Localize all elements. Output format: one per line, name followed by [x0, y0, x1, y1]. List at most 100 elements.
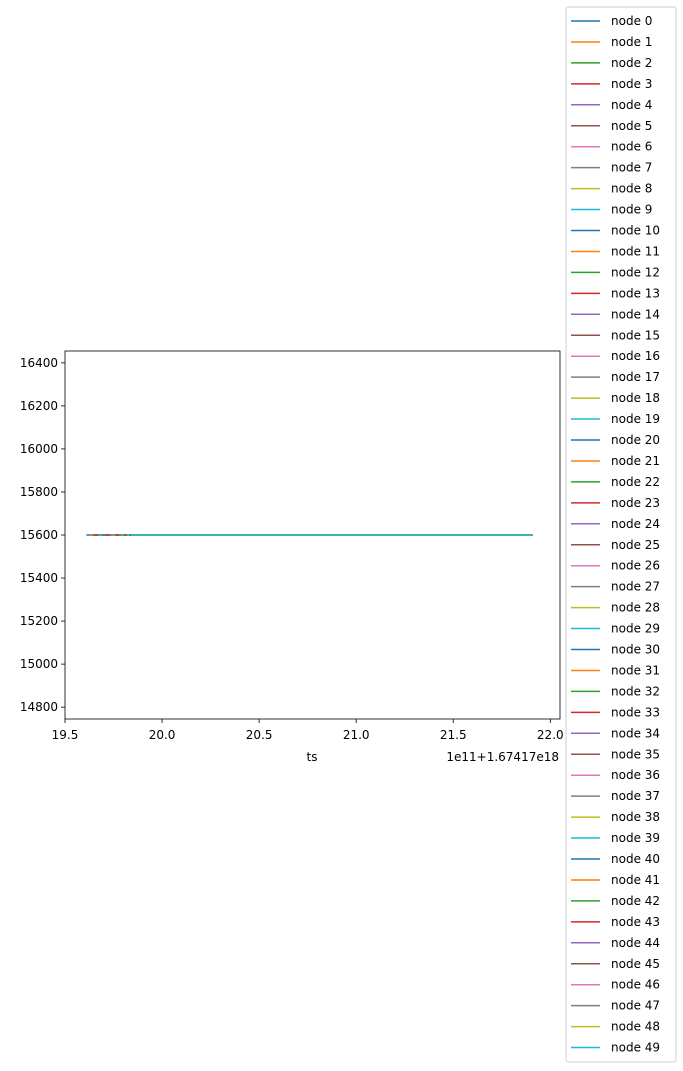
- x-tick-label: 19.5: [52, 728, 79, 742]
- legend-label: node 7: [611, 161, 652, 175]
- legend-item: node 23: [571, 496, 660, 510]
- y-tick-label: 16400: [20, 356, 58, 370]
- legend-item: node 29: [571, 622, 660, 636]
- legend-label: node 3: [611, 77, 652, 91]
- legend-label: node 20: [611, 433, 660, 447]
- legend-item: node 9: [571, 203, 652, 217]
- legend-label: node 19: [611, 412, 660, 426]
- legend-item: node 8: [571, 182, 652, 196]
- legend-label: node 34: [611, 726, 660, 740]
- legend-label: node 11: [611, 244, 660, 258]
- legend-label: node 9: [611, 203, 652, 217]
- legend-item: node 3: [571, 77, 652, 91]
- legend-item: node 5: [571, 119, 652, 133]
- legend-label: node 30: [611, 643, 660, 657]
- legend-item: node 7: [571, 161, 652, 175]
- legend-label: node 24: [611, 517, 660, 531]
- legend-label: node 18: [611, 391, 660, 405]
- legend-label: node 8: [611, 182, 652, 196]
- x-axis: 19.5 20.0 20.5 21.0 21.5 22.0: [52, 719, 564, 742]
- legend-label: node 47: [611, 999, 660, 1013]
- legend-item: node 43: [571, 915, 660, 929]
- legend-label: node 12: [611, 265, 660, 279]
- y-tick-label: 14800: [20, 700, 58, 714]
- y-tick-label: 16000: [20, 442, 58, 456]
- legend-item: node 45: [571, 957, 660, 971]
- legend-item: node 22: [571, 475, 660, 489]
- legend-item: node 47: [571, 999, 660, 1013]
- legend-label: node 1: [611, 35, 652, 49]
- legend-label: node 17: [611, 370, 660, 384]
- legend-label: node 41: [611, 873, 660, 887]
- x-tick-label: 21.5: [440, 728, 467, 742]
- legend-item: node 19: [571, 412, 660, 426]
- legend-label: node 6: [611, 140, 652, 154]
- legend-item: node 46: [571, 978, 660, 992]
- legend-item: node 20: [571, 433, 660, 447]
- legend-label: node 0: [611, 14, 652, 28]
- legend-label: node 26: [611, 559, 660, 573]
- legend-label: node 13: [611, 286, 660, 300]
- legend-label: node 35: [611, 747, 660, 761]
- x-tick-label: 20.5: [246, 728, 273, 742]
- legend-label: node 10: [611, 224, 660, 238]
- legend-label: node 16: [611, 349, 660, 363]
- legend-label: node 45: [611, 957, 660, 971]
- legend-label: node 15: [611, 328, 660, 342]
- legend-item: node 27: [571, 580, 660, 594]
- legend-item: node 36: [571, 768, 660, 782]
- legend-item: node 17: [571, 370, 660, 384]
- y-axis: 14800 15000 15200 15400 15600 15800 16000 16200…: [20, 356, 65, 714]
- legend-label: node 36: [611, 768, 660, 782]
- legend-item: node 14: [571, 307, 660, 321]
- legend-item: node 26: [571, 559, 660, 573]
- legend-item: node 40: [571, 852, 660, 866]
- legend-item: node 33: [571, 705, 660, 719]
- legend-item: node 12: [571, 265, 660, 279]
- legend-item: node 44: [571, 936, 660, 950]
- legend-label: node 28: [611, 601, 660, 615]
- x-axis-label: ts: [307, 750, 318, 764]
- legend-item: node 13: [571, 286, 660, 300]
- y-tick-label: 15600: [20, 528, 58, 542]
- legend-label: node 46: [611, 978, 660, 992]
- legend-item: node 42: [571, 894, 660, 908]
- legend-item: node 10: [571, 224, 660, 238]
- legend-item: node 11: [571, 244, 660, 258]
- legend-item: node 39: [571, 831, 660, 845]
- y-tick-label: 15400: [20, 571, 58, 585]
- legend-label: node 38: [611, 810, 660, 824]
- legend-item: node 41: [571, 873, 660, 887]
- legend-label: node 21: [611, 454, 660, 468]
- legend-label: node 44: [611, 936, 660, 950]
- legend-item: node 18: [571, 391, 660, 405]
- legend-label: node 40: [611, 852, 660, 866]
- x-tick-label: 22.0: [537, 728, 564, 742]
- legend-label: node 42: [611, 894, 660, 908]
- legend-item: node 34: [571, 726, 660, 740]
- legend-label: node 37: [611, 789, 660, 803]
- legend-item: node 6: [571, 140, 652, 154]
- legend-item: node 24: [571, 517, 660, 531]
- legend-item: node 25: [571, 538, 660, 552]
- y-tick-label: 15800: [20, 485, 58, 499]
- legend-label: node 43: [611, 915, 660, 929]
- legend-label: node 32: [611, 684, 660, 698]
- y-tick-label: 15200: [20, 614, 58, 628]
- legend-label: node 31: [611, 663, 660, 677]
- legend-label: node 23: [611, 496, 660, 510]
- legend-label: node 29: [611, 622, 660, 636]
- legend-item: node 2: [571, 56, 652, 70]
- legend-item: node 15: [571, 328, 660, 342]
- y-tick-label: 15000: [20, 657, 58, 671]
- legend-item: node 0: [571, 14, 652, 28]
- legend-label: node 27: [611, 580, 660, 594]
- legend-item: node 31: [571, 663, 660, 677]
- x-tick-label: 20.0: [149, 728, 176, 742]
- legend-item: node 4: [571, 98, 652, 112]
- legend-item: node 16: [571, 349, 660, 363]
- legend-item: node 1: [571, 35, 652, 49]
- legend-item: node 48: [571, 1020, 660, 1034]
- legend-label: node 25: [611, 538, 660, 552]
